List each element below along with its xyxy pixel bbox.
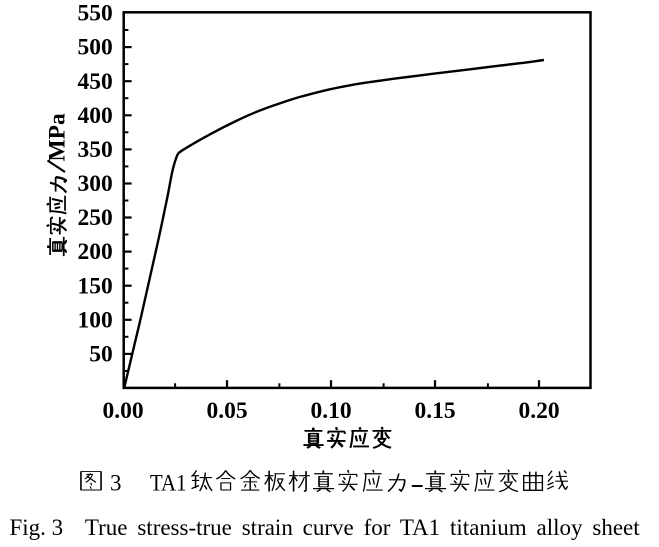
svg-text:TA1: TA1 (150, 471, 187, 496)
svg-text:450: 450 (78, 69, 113, 95)
svg-text:MPa: MPa (45, 113, 71, 162)
svg-text:0.05: 0.05 (206, 398, 247, 424)
svg-text:100: 100 (78, 307, 113, 333)
svg-text:0.15: 0.15 (414, 398, 455, 424)
svg-text:250: 250 (78, 205, 113, 231)
svg-text:True stress-true strain curve: True stress-true strain curve for TA1 ti… (85, 515, 640, 540)
svg-text:0.10: 0.10 (310, 398, 351, 424)
svg-text:150: 150 (78, 273, 113, 299)
svg-text:3: 3 (110, 471, 122, 496)
svg-text:400: 400 (78, 103, 113, 129)
svg-text:50: 50 (89, 342, 113, 368)
svg-text:350: 350 (78, 137, 113, 163)
svg-text:0.20: 0.20 (518, 398, 559, 424)
svg-text:200: 200 (78, 239, 113, 265)
svg-text:300: 300 (78, 171, 113, 197)
svg-text:500: 500 (78, 35, 113, 61)
svg-text:0.00: 0.00 (102, 398, 143, 424)
svg-text:550: 550 (78, 1, 113, 27)
svg-text:Fig. 3: Fig. 3 (10, 515, 64, 540)
